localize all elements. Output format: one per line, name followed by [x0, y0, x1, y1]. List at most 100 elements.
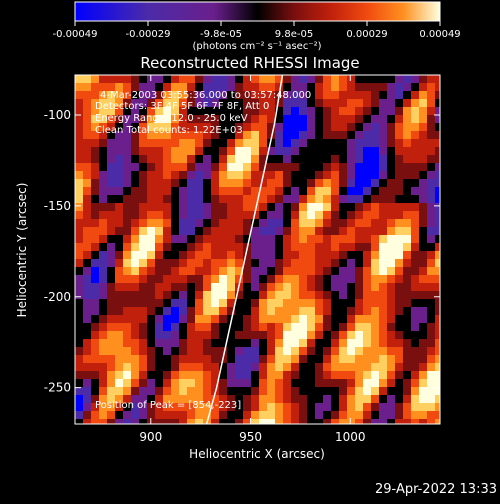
- heatmap-cell: [315, 123, 323, 131]
- heatmap-cell: [203, 211, 211, 219]
- heatmap-cell: [99, 211, 107, 219]
- heatmap-cell: [427, 155, 435, 163]
- heatmap-cell: [355, 411, 363, 419]
- heatmap-cell: [427, 179, 435, 187]
- heatmap-cell: [259, 75, 267, 83]
- heatmap-cell: [331, 115, 339, 123]
- heatmap-cell: [395, 259, 403, 267]
- heatmap-cell: [99, 315, 107, 323]
- heatmap-cell: [91, 115, 99, 123]
- heatmap-cell: [131, 331, 139, 339]
- heatmap-cell: [307, 347, 315, 355]
- heatmap-cell: [395, 107, 403, 115]
- heatmap-cell: [259, 139, 267, 147]
- heatmap-cell: [379, 251, 387, 259]
- heatmap-cell: [395, 307, 403, 315]
- heatmap-cell: [115, 123, 123, 131]
- heatmap-cell: [147, 99, 155, 107]
- heatmap-cell: [235, 387, 243, 395]
- heatmap-cell: [131, 251, 139, 259]
- heatmap-cell: [195, 419, 203, 424]
- heatmap-cell: [171, 411, 179, 419]
- heatmap-cell: [155, 187, 163, 195]
- heatmap-cell: [267, 363, 275, 371]
- heatmap-cell: [107, 331, 115, 339]
- heatmap-cell: [91, 371, 99, 379]
- heatmap-cell: [203, 251, 211, 259]
- x-tick-label: 1000: [335, 430, 366, 444]
- heatmap-cell: [363, 131, 371, 139]
- heatmap-cell: [179, 331, 187, 339]
- heatmap-cell: [387, 155, 395, 163]
- heatmap-cell: [195, 147, 203, 155]
- heatmap-cell: [419, 419, 427, 424]
- heatmap-cell: [243, 251, 251, 259]
- heatmap-cell: [307, 107, 315, 115]
- heatmap-cell: [83, 363, 91, 371]
- heatmap-cell: [379, 243, 387, 251]
- y-tick-label: -100: [44, 108, 71, 122]
- heatmap-cell: [131, 395, 139, 403]
- heatmap-cell: [131, 195, 139, 203]
- heatmap-cell: [123, 363, 131, 371]
- heatmap-cell: [371, 323, 379, 331]
- x-tick-label: 900: [139, 430, 162, 444]
- heatmap-cell: [427, 99, 435, 107]
- heatmap-cell: [211, 411, 219, 419]
- heatmap-cell: [179, 179, 187, 187]
- heatmap-cell: [131, 323, 139, 331]
- heatmap-cell: [171, 251, 179, 259]
- heatmap-cell: [259, 403, 267, 411]
- heatmap-cell: [339, 155, 347, 163]
- heatmap-cell: [187, 307, 195, 315]
- heatmap-cell: [243, 267, 251, 275]
- heatmap-cell: [115, 163, 123, 171]
- heatmap-cell: [331, 139, 339, 147]
- heatmap-cell: [75, 155, 83, 163]
- heatmap-cell: [227, 339, 235, 347]
- heatmap-cell: [171, 283, 179, 291]
- heatmap-cell: [75, 131, 83, 139]
- heatmap-cell: [379, 267, 387, 275]
- heatmap-cell: [203, 123, 211, 131]
- heatmap-cell: [307, 411, 315, 419]
- heatmap-cell: [355, 243, 363, 251]
- heatmap-cell: [283, 323, 291, 331]
- heatmap-cell: [291, 227, 299, 235]
- heatmap-cell: [355, 107, 363, 115]
- heatmap-cell: [435, 99, 440, 107]
- plot-frame: [74, 74, 441, 425]
- heatmap-cell: [123, 283, 131, 291]
- heatmap-cell: [267, 419, 275, 424]
- heatmap-cell: [363, 267, 371, 275]
- heatmap-cell: [331, 219, 339, 227]
- heatmap-cell: [131, 91, 139, 99]
- heatmap-cell: [299, 299, 307, 307]
- heatmap-cell: [339, 163, 347, 171]
- heatmap-cell: [387, 315, 395, 323]
- heatmap-cell: [123, 395, 131, 403]
- heatmap-cell: [363, 371, 371, 379]
- heatmap-cell: [419, 107, 427, 115]
- heatmap-cell: [107, 355, 115, 363]
- heatmap-cell: [107, 227, 115, 235]
- heatmap-cell: [339, 363, 347, 371]
- heatmap-cell: [259, 99, 267, 107]
- heatmap-cell: [99, 219, 107, 227]
- heatmap-cell: [299, 83, 307, 91]
- heatmap-cell: [99, 227, 107, 235]
- heatmap-cell: [147, 139, 155, 147]
- heatmap-cell: [163, 403, 171, 411]
- heatmap-cell: [155, 123, 163, 131]
- heatmap-cell: [395, 147, 403, 155]
- heatmap-cell: [115, 195, 123, 203]
- heatmap-cell: [387, 267, 395, 275]
- heatmap-cell: [331, 339, 339, 347]
- heatmap-cell: [363, 251, 371, 259]
- heatmap-cell: [267, 171, 275, 179]
- heatmap-cell: [251, 339, 259, 347]
- heatmap-cell: [227, 395, 235, 403]
- heatmap-cell: [411, 267, 419, 275]
- heatmap-cell: [251, 315, 259, 323]
- heatmap-cell: [259, 411, 267, 419]
